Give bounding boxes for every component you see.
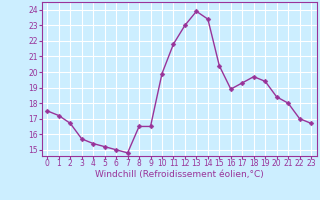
X-axis label: Windchill (Refroidissement éolien,°C): Windchill (Refroidissement éolien,°C) bbox=[95, 170, 264, 179]
